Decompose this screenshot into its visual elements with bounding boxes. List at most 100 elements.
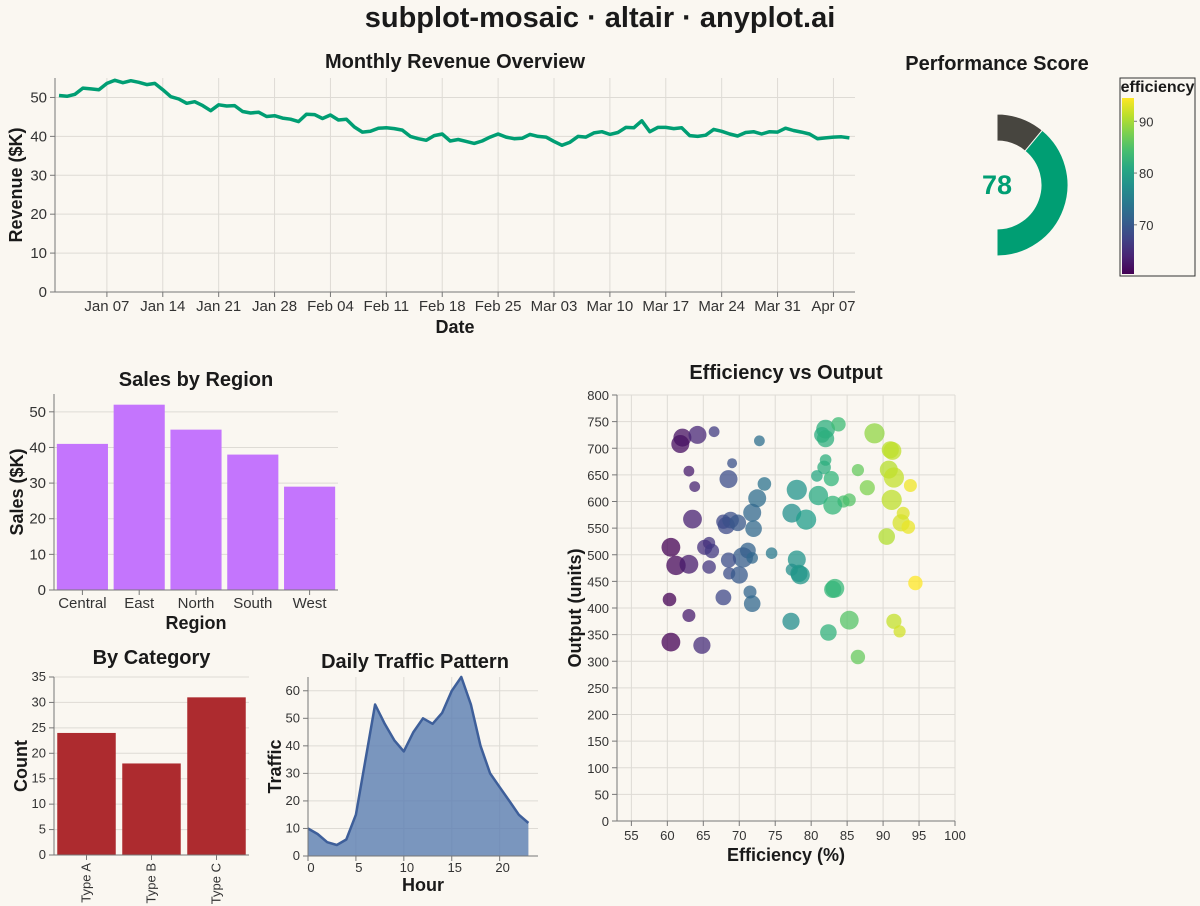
y-tick-label: 0 [38,582,46,599]
y-tick-label: 30 [32,694,46,709]
scatter-point [851,464,865,477]
y-tick-label: 500 [587,548,609,563]
y-tick-label: 50 [30,89,47,106]
x-tick-label: 15 [448,860,462,875]
traffic-line [307,675,530,847]
scatter-point [662,592,677,607]
scatter-point [820,624,837,641]
scatter-point [720,552,737,568]
scatter-point [757,477,772,491]
scatter-point [817,430,835,448]
scatter-point [727,458,738,469]
x-tick-label: Mar 31 [754,298,801,315]
y-tick-label: 0 [293,848,300,863]
scatter-point [886,613,902,629]
x-tick-label: Jan 14 [140,298,185,315]
scatter-point [782,612,800,630]
y-tick-label: 35 [32,669,46,684]
x-tick-label: Jan 21 [196,298,241,315]
legend-tick-label: 80 [1139,166,1153,181]
x-tick-label: 10 [400,860,414,875]
y-tick-label: 30 [29,475,46,492]
scatter-point [748,489,767,508]
efficiency-scatter-chart: 0 50 100 150 200 250 300 350 400 450 500 550 600 650 7… [565,362,966,865]
chart-title: Daily Traffic Pattern [321,651,509,673]
bar-type-c [187,697,246,855]
y-axis-title: Count [11,740,31,792]
x-tick-label: 0 [307,860,314,875]
gauge-value-label: 78 [982,170,1012,200]
x-tick-label: Mar 17 [642,298,689,315]
x-tick-label: 60 [660,828,674,843]
y-axis-title: Output (units) [565,549,585,668]
bar-north [170,429,222,590]
chart-title: Sales by Region [119,369,274,391]
y-tick-label: 0 [39,284,47,301]
efficiency-colorbar-legend: efficiency 70 80 90 [1119,77,1196,277]
x-tick-label: 55 [624,828,638,843]
x-tick-label: West [293,595,328,612]
y-tick-label: 20 [30,206,47,223]
y-tick-label: 60 [286,683,300,698]
y-tick-label: 50 [286,710,300,725]
scatter-point [786,479,807,500]
legend-tick-label: 90 [1139,114,1153,129]
y-tick-label: 50 [595,787,609,802]
x-tick-label: 100 [944,828,966,843]
x-tick-label: 5 [355,860,362,875]
page-title: subplot-mosaic · altair · anyplot.ai [364,2,836,34]
y-tick-label: 300 [587,654,609,669]
x-tick-label: Feb 25 [475,298,522,315]
scatter-point [883,441,902,460]
y-tick-label: 20 [29,511,46,528]
bar-type-a [57,732,116,855]
x-tick-label: Apr 07 [811,298,855,315]
y-tick-label: 0 [39,847,46,862]
y-tick-label: 750 [587,415,609,430]
y-tick-label: 40 [286,738,300,753]
revenue-line-chart: 0 10 20 30 40 50 Jan 07 Jan 14 Jan 21 Jan 28 Feb 0… [6,51,856,337]
bar-central [56,443,108,590]
scatter-point [693,636,711,654]
y-tick-label: 650 [587,468,609,483]
x-tick-label: 75 [768,828,782,843]
x-tick-label: 70 [732,828,746,843]
legend-gradient [1122,98,1134,274]
traffic-area [308,677,529,856]
scatter-point [754,435,765,447]
scatter-point [729,514,747,532]
scatter-point [903,479,917,492]
revenue-line [58,78,850,148]
scatter-point [823,495,843,515]
x-tick-label: East [124,595,155,612]
scatter-point [704,543,720,559]
y-tick-label: 700 [587,441,609,456]
scatter-point [765,547,778,559]
y-axis-title: Traffic [265,739,285,793]
scatter-point [901,520,916,534]
scatter-point [732,547,754,568]
y-axis-title: Revenue ($K) [6,127,26,242]
performance-gauge: Performance Score 78 [905,53,1089,257]
y-tick-label: 10 [30,245,47,262]
scatter-point [683,509,702,529]
x-tick-label: Type C [209,863,224,904]
scatter-point [859,480,875,496]
x-axis-title: Hour [402,875,444,895]
y-tick-label: 600 [587,495,609,510]
y-tick-label: 10 [29,546,46,563]
chart-title: Performance Score [905,53,1088,75]
x-tick-label: 85 [840,828,854,843]
x-tick-label: Feb 11 [364,298,410,315]
x-tick-label: Jan 28 [252,298,297,315]
y-tick-label: 20 [286,793,300,808]
scatter-point [817,460,831,475]
legend-title: efficiency [1121,79,1195,96]
scatter-point [661,537,681,557]
bar-south [227,454,279,590]
x-tick-label: 80 [804,828,818,843]
scatter-point [702,560,716,574]
y-axis-title: Sales ($K) [7,448,27,535]
y-tick-label: 450 [587,574,609,589]
y-tick-label: 30 [286,765,300,780]
